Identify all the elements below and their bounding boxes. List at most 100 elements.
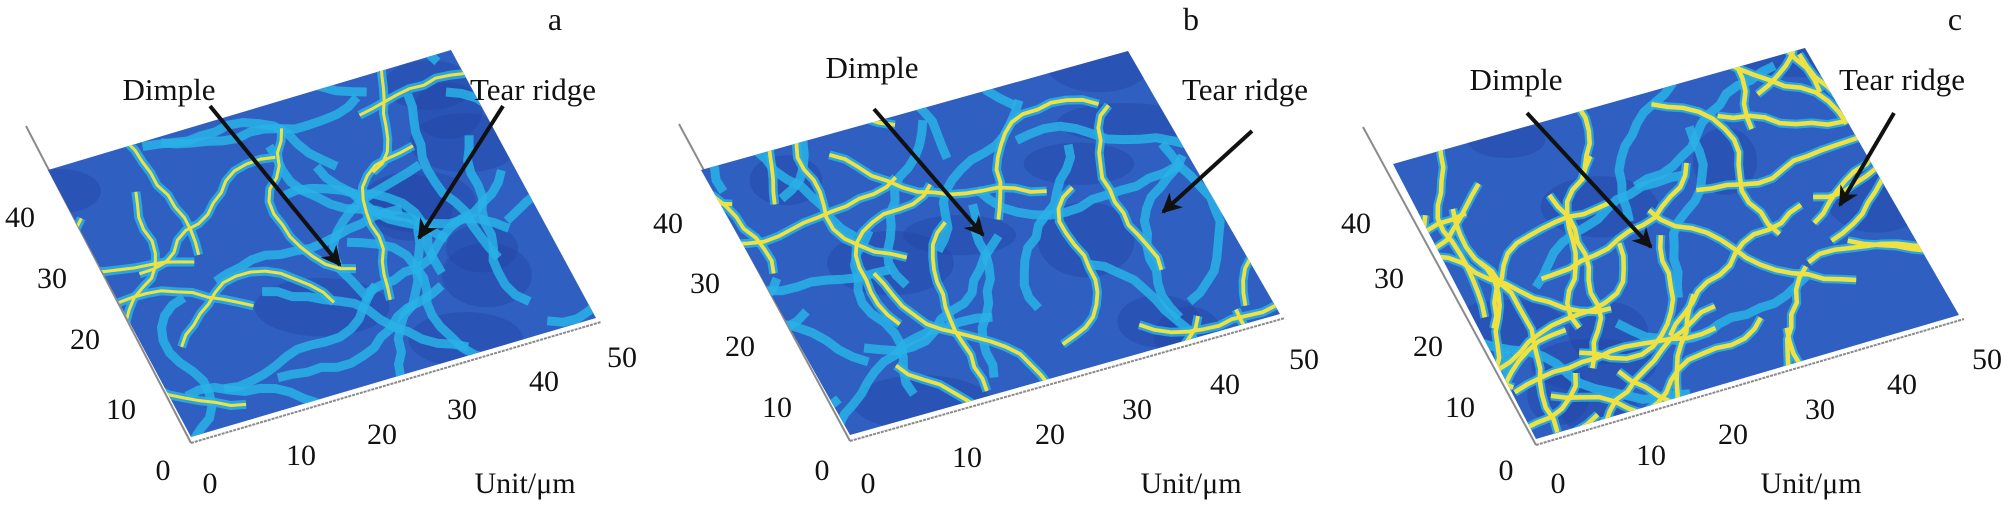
x-tick-label: 0 xyxy=(203,467,218,500)
x-tick-label: 20 xyxy=(367,418,397,451)
tear-ridge-line xyxy=(1547,193,1604,369)
x-tick-label: 10 xyxy=(1636,439,1666,472)
x-tick-label: 50 xyxy=(1972,343,2002,376)
tear-ridge-annotation: Tear ridge xyxy=(1182,72,1308,107)
x-tick-label: 30 xyxy=(447,393,477,426)
tear-ridge-line xyxy=(138,155,276,276)
y-axis-line xyxy=(1362,126,1537,446)
arrow-icon xyxy=(872,107,985,237)
y-tick-label: 40 xyxy=(1341,207,1371,240)
ridge-halo xyxy=(1669,125,1708,299)
x-tick-label: 30 xyxy=(1122,393,1152,426)
x-axis-line xyxy=(190,321,602,444)
x-tick-label: 50 xyxy=(607,341,637,374)
tear-ridge-line xyxy=(794,120,908,260)
ridge-halo xyxy=(160,94,361,149)
ridge-halo xyxy=(403,92,502,261)
dimple-region xyxy=(1023,142,1135,185)
tear-ridge-line xyxy=(1056,186,1100,346)
tear-ridge-line xyxy=(1651,102,1782,236)
tear-ridge-line xyxy=(1807,230,1959,265)
ridge-halo xyxy=(329,160,423,304)
y-tick-label: 30 xyxy=(1374,262,1404,295)
ridge-halo xyxy=(1019,143,1075,312)
ridge-halo xyxy=(157,293,217,437)
dimple-region xyxy=(1043,51,1154,93)
tear-ridge-line xyxy=(828,152,1047,197)
ridge-halo xyxy=(1393,343,1515,392)
tear-ridge-line xyxy=(1491,200,1612,329)
x-axis-label: Unit/μm xyxy=(474,467,575,500)
x-tick-label: 40 xyxy=(529,365,559,398)
y-tick-label: 0 xyxy=(815,454,830,487)
tear-ridge-line xyxy=(1579,235,1676,361)
x-tick-label: 20 xyxy=(1718,418,1748,451)
tear-ridge-line xyxy=(1564,155,1593,330)
ridge-halo xyxy=(238,50,441,66)
ridge-halo xyxy=(1158,140,1225,306)
x-tick-label: 10 xyxy=(286,439,316,472)
dimple-region xyxy=(48,168,101,214)
panel-label: c xyxy=(1948,1,1962,37)
dimple-region xyxy=(1467,121,1546,159)
dimple-region xyxy=(445,224,519,273)
x-axis-line xyxy=(1535,318,1965,446)
dimple-annotation: Dimple xyxy=(123,72,216,107)
tear-ridge-line xyxy=(1615,48,1754,130)
y-tick-label: 40 xyxy=(5,201,35,234)
y-tick-label: 20 xyxy=(1413,330,1443,363)
ridge-halo xyxy=(701,395,842,435)
ridge-halo xyxy=(262,287,470,352)
tear-ridge-line xyxy=(1478,260,1560,433)
tear-ridge-line xyxy=(1096,104,1164,271)
y-tick-label: 10 xyxy=(762,391,792,424)
panel-label: a xyxy=(548,1,562,37)
x-tick-label: 10 xyxy=(952,441,982,474)
x-axis-line xyxy=(849,317,1286,442)
ridge-halo xyxy=(1614,273,1810,345)
tear-ridge-line xyxy=(1756,48,1882,96)
arrow-icon xyxy=(208,104,342,267)
tear-ridge-line xyxy=(1663,48,1849,126)
tear-ridge-line xyxy=(1241,181,1280,306)
arrow-icon xyxy=(1161,129,1254,214)
x-tick-label: 20 xyxy=(1035,418,1065,451)
y-tick-label: 30 xyxy=(37,262,67,295)
y-tick-label: 10 xyxy=(1445,391,1475,424)
ridge-halo xyxy=(281,183,446,276)
ridge-halo xyxy=(701,308,810,340)
tear-ridge-line xyxy=(1435,141,1488,318)
x-tick-label: 40 xyxy=(1210,368,1240,401)
ridge-halo xyxy=(883,119,928,289)
arrow-icon xyxy=(1525,111,1653,249)
tear-ridge-line xyxy=(1450,208,1502,383)
ridge-halo xyxy=(223,282,380,394)
y-tick-label: 10 xyxy=(106,393,136,426)
tear-ridge-line xyxy=(180,269,336,348)
x-axis-label: Unit/μm xyxy=(1140,467,1241,500)
tear-ridge-annotation: Tear ridge xyxy=(470,72,596,107)
y-tick-label: 0 xyxy=(1499,454,1514,487)
y-tick-label: 40 xyxy=(653,207,683,240)
panel-label: b xyxy=(1183,1,1199,37)
x-tick-label: 50 xyxy=(1289,343,1319,376)
tear-ridge-line xyxy=(1393,155,1467,237)
ridge-halo xyxy=(393,216,425,391)
x-tick-label: 40 xyxy=(1887,368,1917,401)
y-tick-label: 20 xyxy=(70,323,100,356)
y-tick-label: 20 xyxy=(725,330,755,363)
tear-ridge-line xyxy=(1496,242,1626,372)
y-tick-label: 30 xyxy=(690,267,720,300)
tear-ridge-line xyxy=(1138,267,1280,335)
tear-ridge-line xyxy=(1649,48,1822,94)
ridge-halo xyxy=(546,201,596,327)
ridge-halo xyxy=(1614,58,1683,223)
dimple-annotation: Dimple xyxy=(826,50,919,85)
tear-ridge-line xyxy=(371,50,390,174)
dimple-region xyxy=(903,215,1017,256)
dimple-annotation: Dimple xyxy=(1470,62,1563,97)
tear-ridge-line xyxy=(1647,208,1857,283)
